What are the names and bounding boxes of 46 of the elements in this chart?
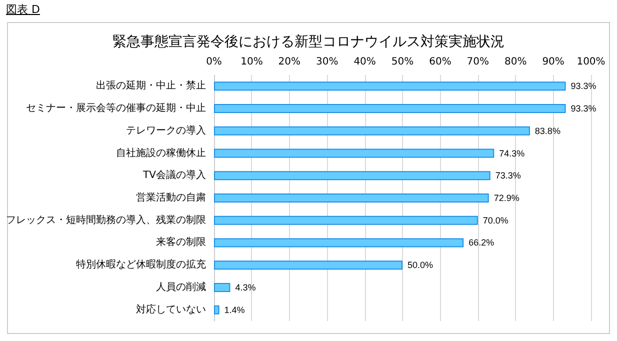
bar: [214, 238, 464, 248]
data-label: 73.3%: [495, 170, 521, 181]
y-tick-label: 人員の削減: [156, 280, 206, 293]
bar: [214, 305, 220, 314]
bar: [214, 126, 530, 136]
y-tick-label: TV会議の導入: [142, 169, 206, 182]
x-tick-label: 40%: [354, 56, 376, 68]
y-tick-label: 来客の制限: [156, 236, 206, 248]
data-label: 72.9%: [494, 193, 520, 203]
x-tick-label: 50%: [391, 56, 414, 68]
bar: [214, 148, 494, 158]
y-tick-label: 特別休暇など休暇制度の拡充: [76, 258, 206, 271]
x-tick-label: 90%: [542, 56, 564, 68]
y-tick-label: セミナー・展示会等の催事の延期・中止: [26, 102, 206, 114]
data-label: 50.0%: [408, 260, 434, 270]
bar: [214, 82, 566, 91]
text: 図表 D: [6, 2, 40, 17]
bar: [214, 282, 230, 292]
bar: [214, 194, 489, 202]
x-tick-label: 100%: [576, 56, 606, 68]
x-tick-label: 60%: [429, 56, 452, 68]
x-tick-label: 70%: [466, 56, 490, 68]
y-tick-label: フレックス・短時間勤務の導入、残業の制限: [6, 214, 206, 226]
bar: [214, 260, 402, 270]
y-tick-label: 営業活動の自粛: [136, 192, 206, 204]
data-label: 1.4%: [224, 304, 245, 315]
x-tick-label: 80%: [504, 56, 527, 68]
bar: [214, 104, 566, 114]
bar: [214, 216, 478, 225]
x-tick-label: 20%: [278, 56, 301, 68]
data-label: 74.3%: [499, 148, 525, 158]
data-label: 93.3%: [570, 81, 596, 92]
y-tick-label: テレワークの導入: [126, 124, 206, 136]
x-tick-label: 30%: [316, 56, 338, 68]
x-tick-label: 0%: [206, 56, 222, 68]
y-tick-label: 自社施設の稼働休止: [116, 146, 206, 159]
data-label: 66.2%: [468, 238, 494, 248]
y-tick-label: 対応していない: [136, 303, 206, 316]
data-label: 70.0%: [482, 215, 508, 226]
y-tick-label: 出張の延期・中止・禁止: [96, 80, 206, 92]
chart-title: 緊急事態宣言発令後における新型コロナウイルス対策実施状況: [112, 34, 504, 50]
data-label: 83.8%: [534, 126, 560, 136]
bar: [214, 171, 490, 180]
data-label: 4.3%: [235, 282, 256, 292]
data-label: 93.3%: [570, 104, 596, 114]
x-tick-label: 10%: [240, 56, 263, 68]
